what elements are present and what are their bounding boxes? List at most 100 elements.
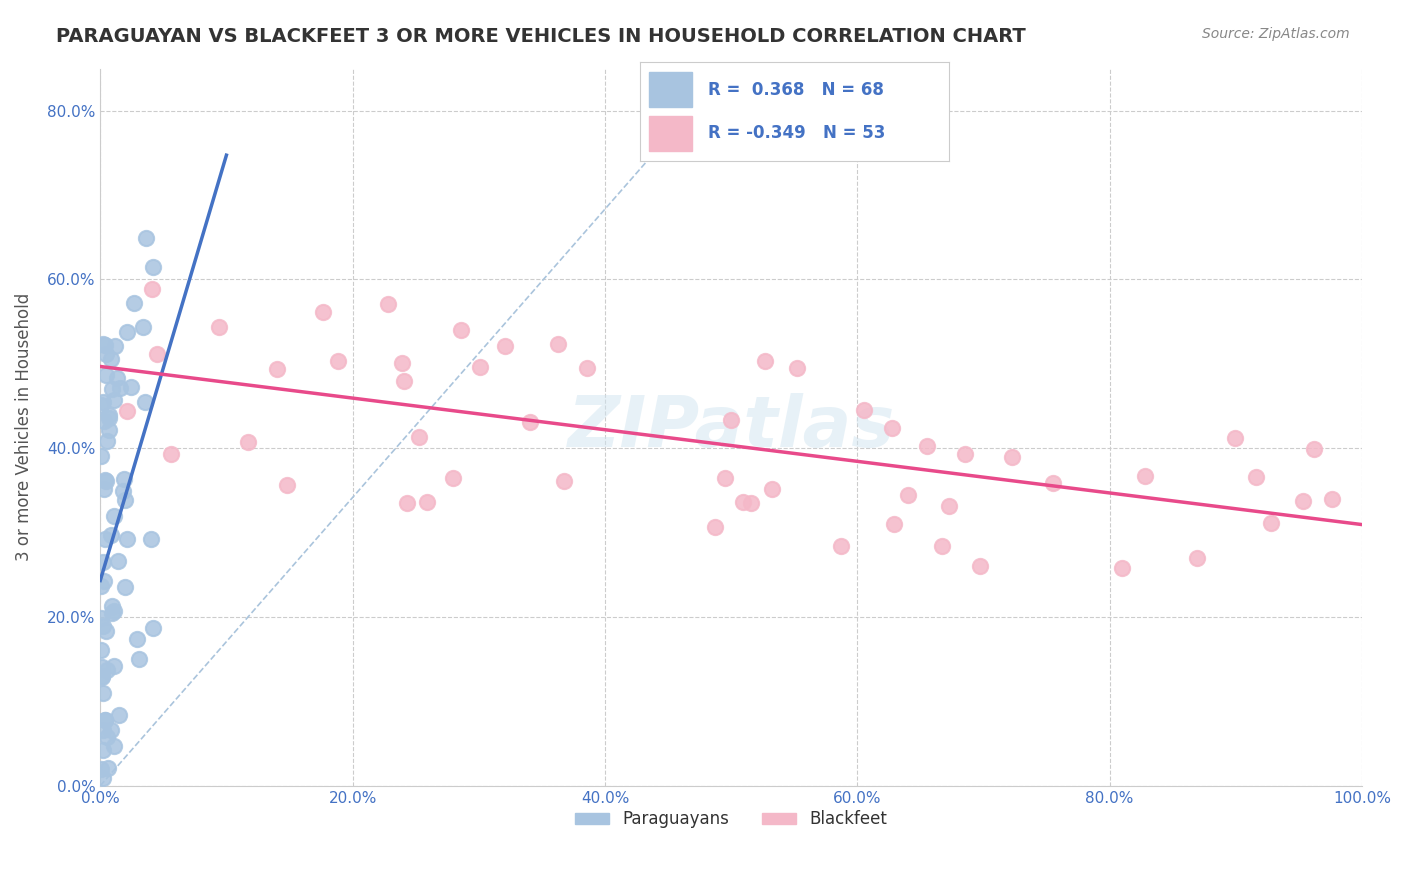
Point <box>103 339 125 353</box>
Point <box>103 739 125 753</box>
Point <box>470 360 492 375</box>
Point <box>786 361 808 376</box>
Point <box>115 533 138 547</box>
Point <box>125 632 148 647</box>
Point <box>90 579 112 593</box>
Point <box>90 611 112 625</box>
Text: R =  0.368   N = 68: R = 0.368 N = 68 <box>707 81 883 99</box>
Point <box>1303 442 1326 456</box>
Point <box>1260 516 1282 531</box>
Point <box>94 714 117 728</box>
Point <box>91 723 114 738</box>
Point <box>124 295 146 310</box>
Point <box>96 434 118 449</box>
Point <box>90 670 112 684</box>
Point <box>91 669 114 683</box>
Point <box>1000 450 1022 464</box>
Point <box>100 528 122 542</box>
Point <box>897 488 920 502</box>
Point <box>111 483 134 498</box>
Point <box>115 404 138 418</box>
Point <box>883 517 905 532</box>
FancyBboxPatch shape <box>650 72 692 106</box>
Point <box>754 354 776 368</box>
Text: PARAGUAYAN VS BLACKFEET 3 OR MORE VEHICLES IN HOUSEHOLD CORRELATION CHART: PARAGUAYAN VS BLACKFEET 3 OR MORE VEHICL… <box>56 27 1026 45</box>
Text: R = -0.349   N = 53: R = -0.349 N = 53 <box>707 124 886 142</box>
Point <box>93 686 115 700</box>
Point <box>91 395 114 409</box>
Point <box>93 483 115 497</box>
Point <box>1111 561 1133 575</box>
Point <box>761 483 783 497</box>
Point <box>547 336 569 351</box>
Point <box>740 496 762 510</box>
Point <box>103 393 125 408</box>
Point <box>94 473 117 487</box>
Point <box>96 368 118 382</box>
Legend: Paraguayans, Blackfeet: Paraguayans, Blackfeet <box>569 804 893 835</box>
Text: Source: ZipAtlas.com: Source: ZipAtlas.com <box>1202 27 1350 41</box>
Point <box>112 472 135 486</box>
Point <box>1244 469 1267 483</box>
Point <box>146 347 169 361</box>
Point <box>101 599 124 613</box>
Point <box>1133 468 1156 483</box>
Point <box>394 374 416 388</box>
Point <box>882 421 904 435</box>
Point <box>396 496 419 510</box>
Point <box>731 495 754 509</box>
Point <box>90 449 112 463</box>
Point <box>105 371 128 385</box>
Point <box>519 415 541 429</box>
Point <box>141 533 163 547</box>
Point <box>142 260 165 275</box>
Point <box>494 339 516 353</box>
Point <box>100 723 122 737</box>
Point <box>90 398 112 412</box>
Point <box>117 325 139 339</box>
Point <box>312 304 335 318</box>
Point <box>94 338 117 352</box>
Point <box>93 574 115 588</box>
Point <box>114 493 136 508</box>
Point <box>96 663 118 677</box>
Point <box>1042 476 1064 491</box>
Point <box>132 320 155 334</box>
Point <box>159 447 181 461</box>
Point <box>98 408 121 422</box>
Point <box>93 414 115 428</box>
Text: ZIPatlas: ZIPatlas <box>568 392 894 462</box>
Point <box>100 352 122 367</box>
Point <box>96 730 118 744</box>
Point <box>938 499 960 513</box>
Point <box>90 643 112 657</box>
Point <box>91 555 114 569</box>
Point <box>107 554 129 568</box>
Point <box>94 713 117 727</box>
Point <box>391 356 413 370</box>
Point <box>114 581 136 595</box>
Point <box>103 604 125 618</box>
Point <box>553 474 575 488</box>
Point <box>703 519 725 533</box>
Point <box>91 336 114 351</box>
Point <box>713 471 735 485</box>
Point <box>441 471 464 485</box>
Point <box>408 430 430 444</box>
Y-axis label: 3 or more Vehicles in Household: 3 or more Vehicles in Household <box>15 293 32 561</box>
Point <box>328 354 350 368</box>
Point <box>1185 550 1208 565</box>
Point <box>853 403 876 417</box>
Point <box>90 660 112 674</box>
Point <box>135 231 157 245</box>
Point <box>97 423 120 437</box>
Point <box>931 540 953 554</box>
Point <box>969 558 991 573</box>
Point <box>208 319 231 334</box>
Point <box>576 361 599 376</box>
Point <box>720 412 742 426</box>
Point <box>100 606 122 620</box>
Point <box>276 478 298 492</box>
Point <box>1225 431 1247 445</box>
Point <box>94 347 117 361</box>
